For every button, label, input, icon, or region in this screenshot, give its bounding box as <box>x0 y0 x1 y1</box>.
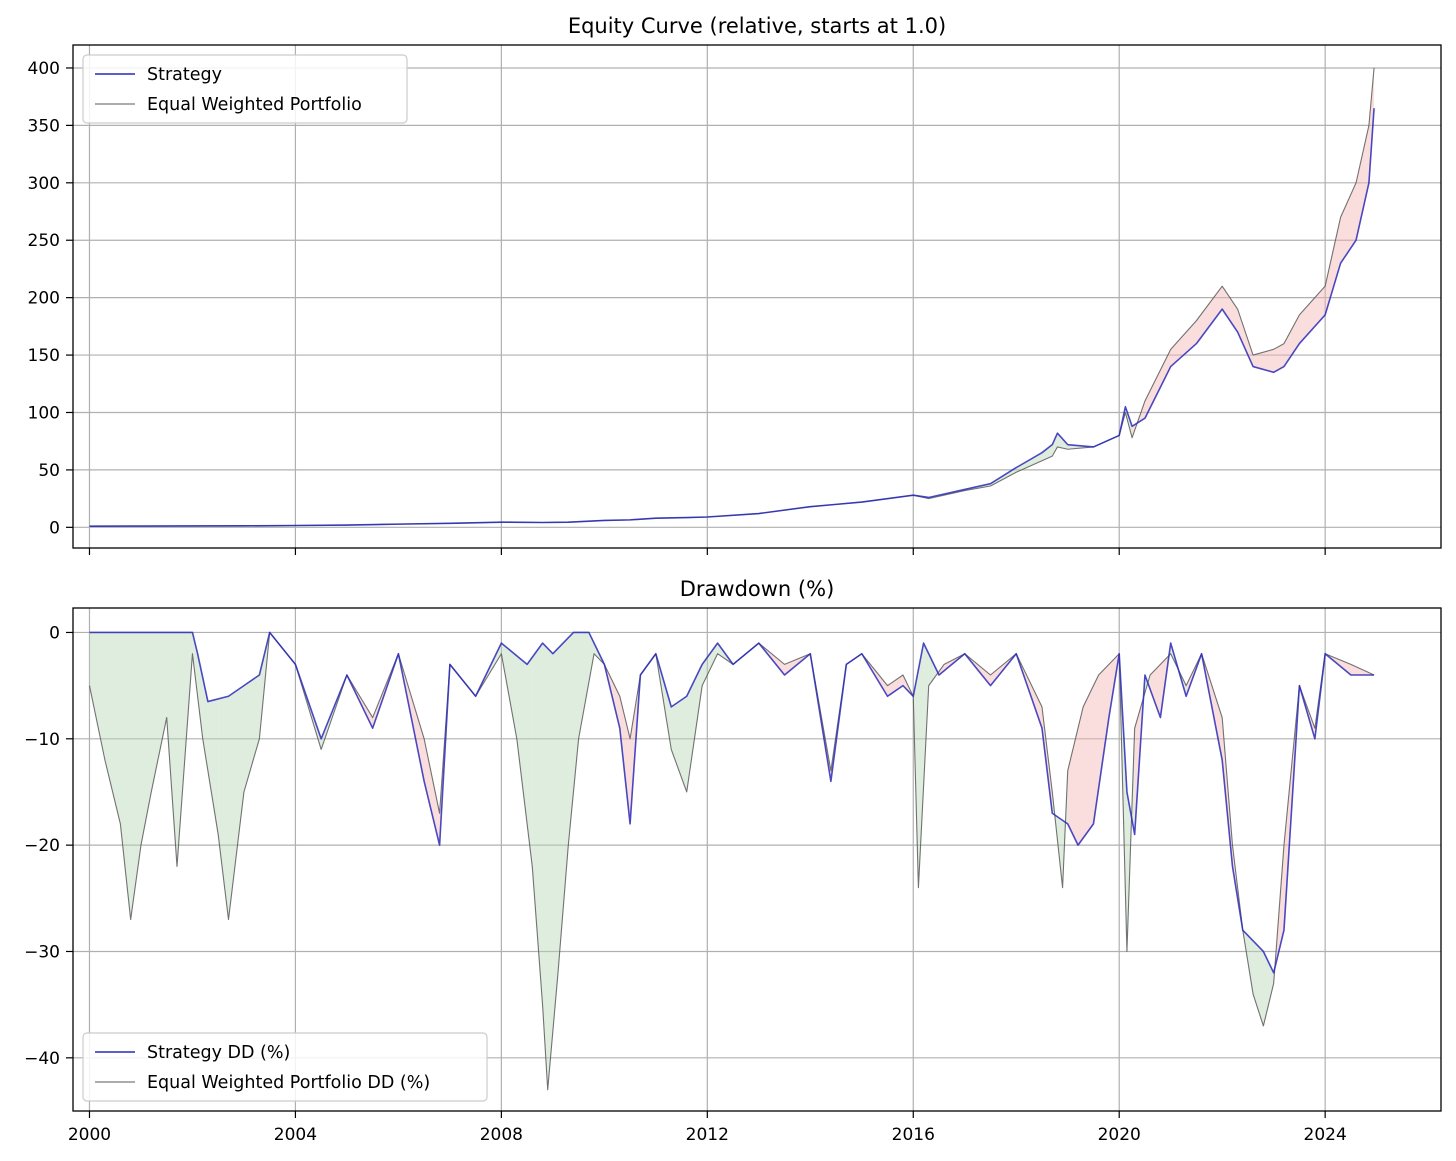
equity-lines <box>89 67 1375 527</box>
fill-between-segment <box>1273 343 1284 373</box>
fill-between-segment <box>218 696 229 920</box>
fill-between-segment <box>151 632 167 792</box>
y-tick-label: 300 <box>28 174 60 194</box>
x-tick-label: 2004 <box>274 1125 317 1145</box>
fill-between-segment <box>918 643 924 888</box>
x-tick-label: 2008 <box>480 1125 523 1145</box>
y-tick-label: 250 <box>28 231 60 251</box>
y-tick-label: 200 <box>28 289 60 309</box>
fill-between-segment <box>1263 951 1274 1026</box>
fill-between-segment <box>563 637 569 909</box>
x-tick-label: 2020 <box>1098 1125 1141 1145</box>
fill-between-segment <box>619 696 631 824</box>
fill-between-segment <box>671 696 687 792</box>
legend-box <box>82 54 408 124</box>
y-tick-label: 50 <box>38 461 60 481</box>
fill-between-segment <box>1283 314 1300 367</box>
y-tick-label: −40 <box>24 1049 60 1069</box>
fill-between-segment <box>1052 433 1058 457</box>
strategy-line <box>89 108 1375 527</box>
y-tick-label: 400 <box>28 59 60 79</box>
drawdown-fills <box>89 632 1375 1090</box>
fill-between-segment <box>542 643 548 1090</box>
fill-between-segment <box>1150 664 1161 718</box>
fill-between-segment <box>588 632 595 683</box>
fill-between-segment <box>516 655 528 824</box>
fill-between-segment <box>1299 286 1326 344</box>
equity-grid <box>73 45 1441 548</box>
x-tick-label: 2016 <box>892 1125 935 1145</box>
drawdown-title: Drawdown (%) <box>680 577 835 601</box>
fill-between-segment <box>166 632 178 867</box>
fill-between-segment <box>547 648 553 1090</box>
fill-between-segment <box>1016 452 1042 473</box>
fill-between-segment <box>1078 706 1084 846</box>
fill-between-segment <box>1170 320 1197 367</box>
equity-panel: Equity Curve (relative, starts at 1.0) 0… <box>28 14 1442 555</box>
fill-between-segment <box>558 643 564 973</box>
fill-between-segment <box>89 632 105 761</box>
fill-between-segment <box>202 677 208 771</box>
y-tick-label: 350 <box>28 116 60 136</box>
x-tick-label: 2012 <box>686 1125 729 1145</box>
fill-between-segment <box>578 632 589 739</box>
fill-between-segment <box>532 643 543 1005</box>
legend-label: Strategy DD (%) <box>147 1043 290 1063</box>
benchmark-line <box>88 631 1375 1091</box>
x-tick-label: 2000 <box>68 1125 111 1145</box>
fill-between-segment <box>228 685 244 920</box>
fill-between-segment <box>1253 940 1264 1026</box>
fill-between-segment <box>243 674 260 792</box>
y-tick-label: 150 <box>28 346 60 366</box>
fill-between-segment <box>928 653 940 686</box>
legend-label: Equal Weighted Portfolio <box>147 95 362 115</box>
fill-between-segment <box>1356 125 1369 241</box>
fill-between-segment <box>140 632 152 846</box>
equity-ticks: 0 50 100 150 200 250 300 350 400 <box>28 59 1326 555</box>
fill-between-segment <box>552 648 559 1032</box>
equity-legend: Strategy Equal Weighted Portfolio <box>82 54 408 124</box>
fill-between-segment <box>104 632 121 824</box>
equity-axes-frame <box>72 44 1442 549</box>
strategy-line <box>89 631 1375 974</box>
y-tick-label: −30 <box>24 942 60 962</box>
y-tick-label: 0 <box>49 623 60 643</box>
fill-between-segment <box>1067 728 1079 846</box>
fill-between-segment <box>686 664 703 792</box>
fill-between-segment <box>1098 664 1109 789</box>
y-tick-label: −20 <box>24 836 60 856</box>
legend-box <box>82 1032 488 1102</box>
x-tick-label: 2024 <box>1304 1125 1347 1145</box>
fill-between-segment <box>1196 286 1223 344</box>
fill-between-segment <box>207 698 219 835</box>
drawdown-panel: Drawdown (%) 2000 2004 2008 2012 2016 2020 202… <box>24 577 1442 1145</box>
fill-between-segment <box>527 657 533 867</box>
fill-between-segment <box>424 738 440 846</box>
fill-between-segment <box>1340 182 1357 264</box>
fill-between-segment <box>1237 309 1254 367</box>
fill-between-segment <box>573 632 579 792</box>
fill-between-segment <box>702 643 718 686</box>
drawdown-axes-frame <box>72 607 1442 1112</box>
y-tick-label: 100 <box>28 403 60 423</box>
y-tick-label: −10 <box>24 730 60 750</box>
fill-between-segment <box>1093 674 1099 824</box>
drawdown-ticks: 2000 2004 2008 2012 2016 2020 2024 0 −10 −20 −30 −4… <box>24 623 1347 1145</box>
drawdown-legend: Strategy DD (%) Equal Weighted Portfolio … <box>82 1032 488 1102</box>
fill-between-segment <box>568 632 574 846</box>
y-tick-label: 0 <box>49 518 60 538</box>
fill-between-segment <box>1253 349 1274 373</box>
fill-between-segment <box>130 632 141 920</box>
fill-between-segment <box>1083 685 1094 839</box>
legend-label: Equal Weighted Portfolio DD (%) <box>147 1073 430 1093</box>
drawdown-lines <box>88 631 1375 1091</box>
fill-between-segment <box>1325 217 1341 315</box>
fill-between-segment <box>1144 349 1171 419</box>
fill-between-segment <box>1222 286 1238 333</box>
legend-label: Strategy <box>147 65 222 85</box>
equity-title: Equity Curve (relative, starts at 1.0) <box>568 14 946 38</box>
fill-between-segment <box>887 674 903 697</box>
